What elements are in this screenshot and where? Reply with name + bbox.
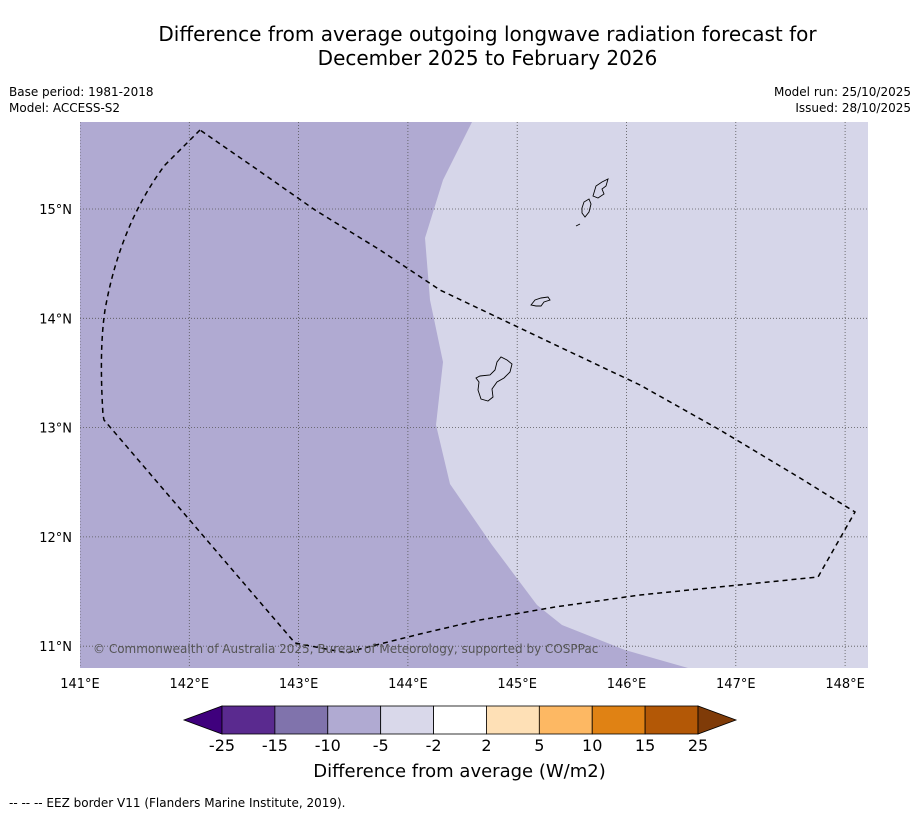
lon-label: 146°E	[607, 677, 647, 692]
lon-label: 142°E	[170, 677, 210, 692]
lon-label: 145°E	[497, 677, 537, 692]
copyright-notice: © Commonwealth of Australia 2025, Bureau…	[93, 642, 598, 656]
lat-label: 15°N	[39, 203, 72, 218]
anomaly-zone-minus5-minus2	[425, 122, 868, 668]
lon-label: 143°E	[279, 677, 319, 692]
colorbar-tick-label: -2	[426, 736, 442, 755]
lon-label: 141°E	[60, 677, 100, 692]
eez-border	[100, 129, 857, 654]
colorbar-segment	[486, 705, 540, 735]
issued-date: Issued: 28/10/2025	[795, 101, 911, 115]
model-name: Model: ACCESS-S2	[9, 101, 121, 115]
lon-label: 144°E	[388, 677, 428, 692]
colorbar-segment	[327, 705, 382, 735]
title-line-1: Difference from average outgoing longwav…	[158, 22, 817, 46]
colorbar-tick-label: -15	[262, 736, 288, 755]
map-area: © Commonwealth of Australia 2025, Bureau…	[80, 122, 868, 668]
map-title: Difference from average outgoing longwav…	[28, 22, 919, 70]
meta-left: Base period: 1981-2018 Model: ACCESS-S2	[9, 84, 154, 116]
lat-label: 14°N	[39, 312, 72, 327]
colorbar-segment	[591, 705, 646, 735]
colorbar-segment	[221, 705, 276, 735]
model-run: Model run: 25/10/2025	[773, 85, 911, 99]
island-aguijan	[575, 223, 581, 227]
lat-label: 13°N	[39, 422, 72, 437]
base-period: Base period: 1981-2018	[9, 85, 154, 99]
island-saipan	[592, 178, 609, 199]
colorbar-tick-label: -10	[315, 736, 341, 755]
island-tinian	[581, 198, 592, 218]
island-guam	[475, 356, 513, 402]
colorbar-segment	[274, 705, 329, 735]
colorbar-extend-high	[697, 705, 738, 735]
colorbar-tick-label: 15	[635, 736, 655, 755]
colorbar-extend-low	[182, 705, 223, 735]
colorbar-tick-label: 2	[481, 736, 491, 755]
islands	[475, 178, 609, 402]
colorbar-tick-label: 10	[582, 736, 602, 755]
colorbar: -25 -15 -10 -5 -2 2 5 10 15 25	[182, 705, 738, 755]
colorbar-segment	[433, 705, 487, 735]
island-rota	[530, 296, 551, 307]
colorbar-segment	[644, 705, 699, 735]
lon-label: 147°E	[716, 677, 756, 692]
axis-labels: 141°E 142°E 143°E 144°E 145°E 146°E 147°E 148°E…	[39, 203, 865, 692]
title-line-2: December 2025 to February 2026	[317, 46, 658, 70]
legend-footnote: -- -- -- EEZ border V11 (Flanders Marine…	[9, 796, 346, 810]
colorbar-segment	[380, 705, 434, 735]
graticule	[80, 122, 868, 668]
colorbar-title: Difference from average (W/m2)	[313, 761, 606, 782]
lon-label: 148°E	[825, 677, 865, 692]
meta-right: Model run: 25/10/2025 Issued: 28/10/2025	[774, 84, 911, 116]
colorbar-segment	[538, 705, 593, 735]
colorbar-tick-label: -25	[209, 736, 235, 755]
lat-label: 12°N	[39, 531, 72, 546]
lat-label: 11°N	[39, 640, 72, 655]
colorbar-tick-label: 25	[688, 736, 708, 755]
colorbar-tick-label: -5	[373, 736, 389, 755]
colorbar-tick-label: 5	[534, 736, 544, 755]
